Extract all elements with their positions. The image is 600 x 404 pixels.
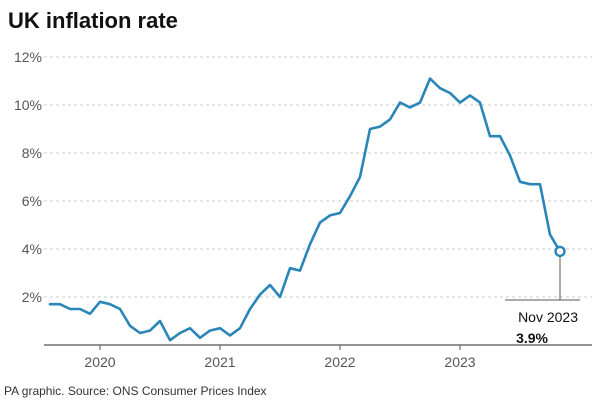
x-tick-label: 2023 [444,354,475,370]
y-tick-label: 8% [22,145,42,161]
y-tick-label: 4% [22,241,42,257]
y-axis-ticks: 2% 4% 6% 8% 10% 12% [14,49,42,305]
series-layer [48,77,562,342]
chart-title: UK inflation rate [8,8,178,33]
source-note: PA graphic. Source: ONS Consumer Prices … [4,384,267,398]
annotation: Nov 2023 3.9% [505,245,580,346]
x-axis-ticks: 2020 2021 2022 2023 [84,345,476,370]
annotation-label: Nov 2023 [518,309,578,325]
x-tick-label: 2022 [324,354,355,370]
y-tick-label: 2% [22,289,42,305]
y-tick-label: 12% [14,49,42,65]
y-tick-label: 6% [22,193,42,209]
y-tick-label: 10% [14,97,42,113]
x-tick-label: 2020 [84,354,115,370]
annotation-point [554,245,566,258]
gridlines [44,56,592,346]
x-tick-label: 2021 [204,354,235,370]
series-line [48,77,562,342]
annotation-value: 3.9% [516,330,548,346]
